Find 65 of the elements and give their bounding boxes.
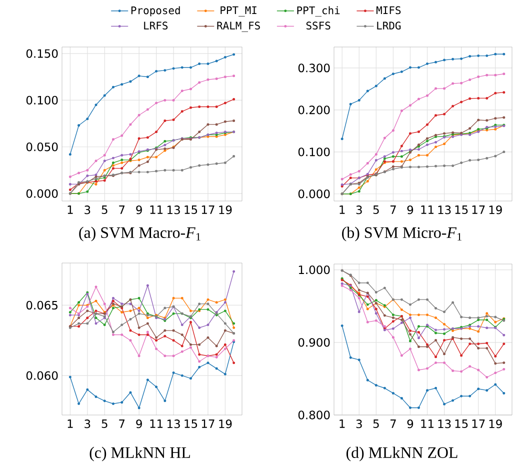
legend-label: RALM_FS: [217, 22, 260, 32]
x-tick-label: 1: [340, 206, 345, 214]
x-tick-label: 7: [119, 206, 125, 214]
x-tick-label: 13: [168, 420, 180, 428]
legend-label: PPT_MI: [220, 6, 256, 16]
y-tick-label: 0.300: [298, 64, 330, 72]
x-tick-label: 15: [455, 420, 468, 428]
y-tick-label: 0.050: [26, 142, 58, 152]
x-tick-label: 13: [438, 420, 451, 428]
x-tick-label: 11: [421, 420, 434, 428]
x-tick-label: 19: [219, 206, 232, 214]
x-tick-label: 9: [136, 420, 142, 428]
x-tick-label: 15: [184, 206, 198, 214]
y-tick-label: 0.060: [26, 371, 58, 380]
x-tick-label: 19: [219, 420, 232, 428]
text: (c) MLkNN HL: [90, 446, 190, 462]
x-tick-label: 15: [455, 206, 468, 214]
x-tick-label: 11: [150, 206, 163, 214]
legend-label: MIFS: [376, 6, 401, 14]
x-tick-label: 17: [472, 206, 485, 214]
y-tick-label: 0.100: [26, 96, 58, 105]
x-tick-label: 7: [119, 420, 125, 428]
x-tick-label: 17: [202, 206, 214, 214]
text: (a) SVM Macro-F$_{1}$: [79, 226, 200, 242]
x-tick-label: 19: [489, 420, 502, 428]
x-tick-label: 11: [421, 206, 434, 214]
text: (b) SVM Micro-F$_{1}$: [342, 226, 462, 242]
legend-label: PPT_chi: [297, 6, 340, 17]
y-tick-label: 0.150: [26, 49, 58, 58]
x-tick-label: 9: [407, 420, 414, 428]
x-tick-label: 7: [390, 206, 396, 214]
x-tick-label: 7: [390, 420, 396, 428]
x-tick-label: 3: [84, 206, 90, 214]
x-tick-label: 13: [168, 206, 180, 214]
y-tick-label: 0.000: [26, 189, 58, 198]
legend-label: LRDG: [377, 22, 401, 30]
y-tick-label: 0.100: [298, 148, 330, 156]
legend-label: LRFS: [144, 22, 168, 30]
x-tick-label: 1: [68, 206, 73, 214]
y-tick-label: 0.200: [298, 106, 330, 114]
x-tick-label: 5: [373, 420, 379, 428]
y-tick-label: 0.900: [298, 338, 330, 347]
x-tick-label: 3: [356, 206, 362, 214]
y-tick-label: 0.065: [26, 300, 58, 310]
x-tick-label: 5: [102, 206, 108, 214]
x-tick-label: 5: [102, 420, 108, 428]
y-tick-label: 1.000: [298, 265, 330, 274]
legend-label: Proposed: [131, 6, 180, 16]
x-tick-label: 17: [472, 420, 485, 428]
x-tick-label: 9: [407, 206, 414, 214]
x-tick-label: 1: [340, 420, 345, 428]
x-tick-label: 9: [136, 206, 142, 214]
x-tick-label: 3: [84, 420, 90, 428]
y-tick-label: 0.000: [298, 190, 330, 198]
x-tick-label: 5: [373, 206, 379, 214]
y-tick-label: 0.800: [298, 410, 330, 420]
x-tick-label: 3: [356, 420, 362, 428]
x-tick-label: 15: [184, 420, 198, 428]
x-tick-label: 1: [68, 420, 73, 428]
legend-label: SSFS: [306, 22, 330, 30]
text: (d) MLkNN ZOL: [346, 446, 458, 462]
x-tick-label: 13: [438, 206, 451, 214]
x-tick-label: 19: [489, 206, 502, 214]
x-tick-label: 11: [150, 420, 163, 428]
x-tick-label: 17: [202, 420, 214, 428]
